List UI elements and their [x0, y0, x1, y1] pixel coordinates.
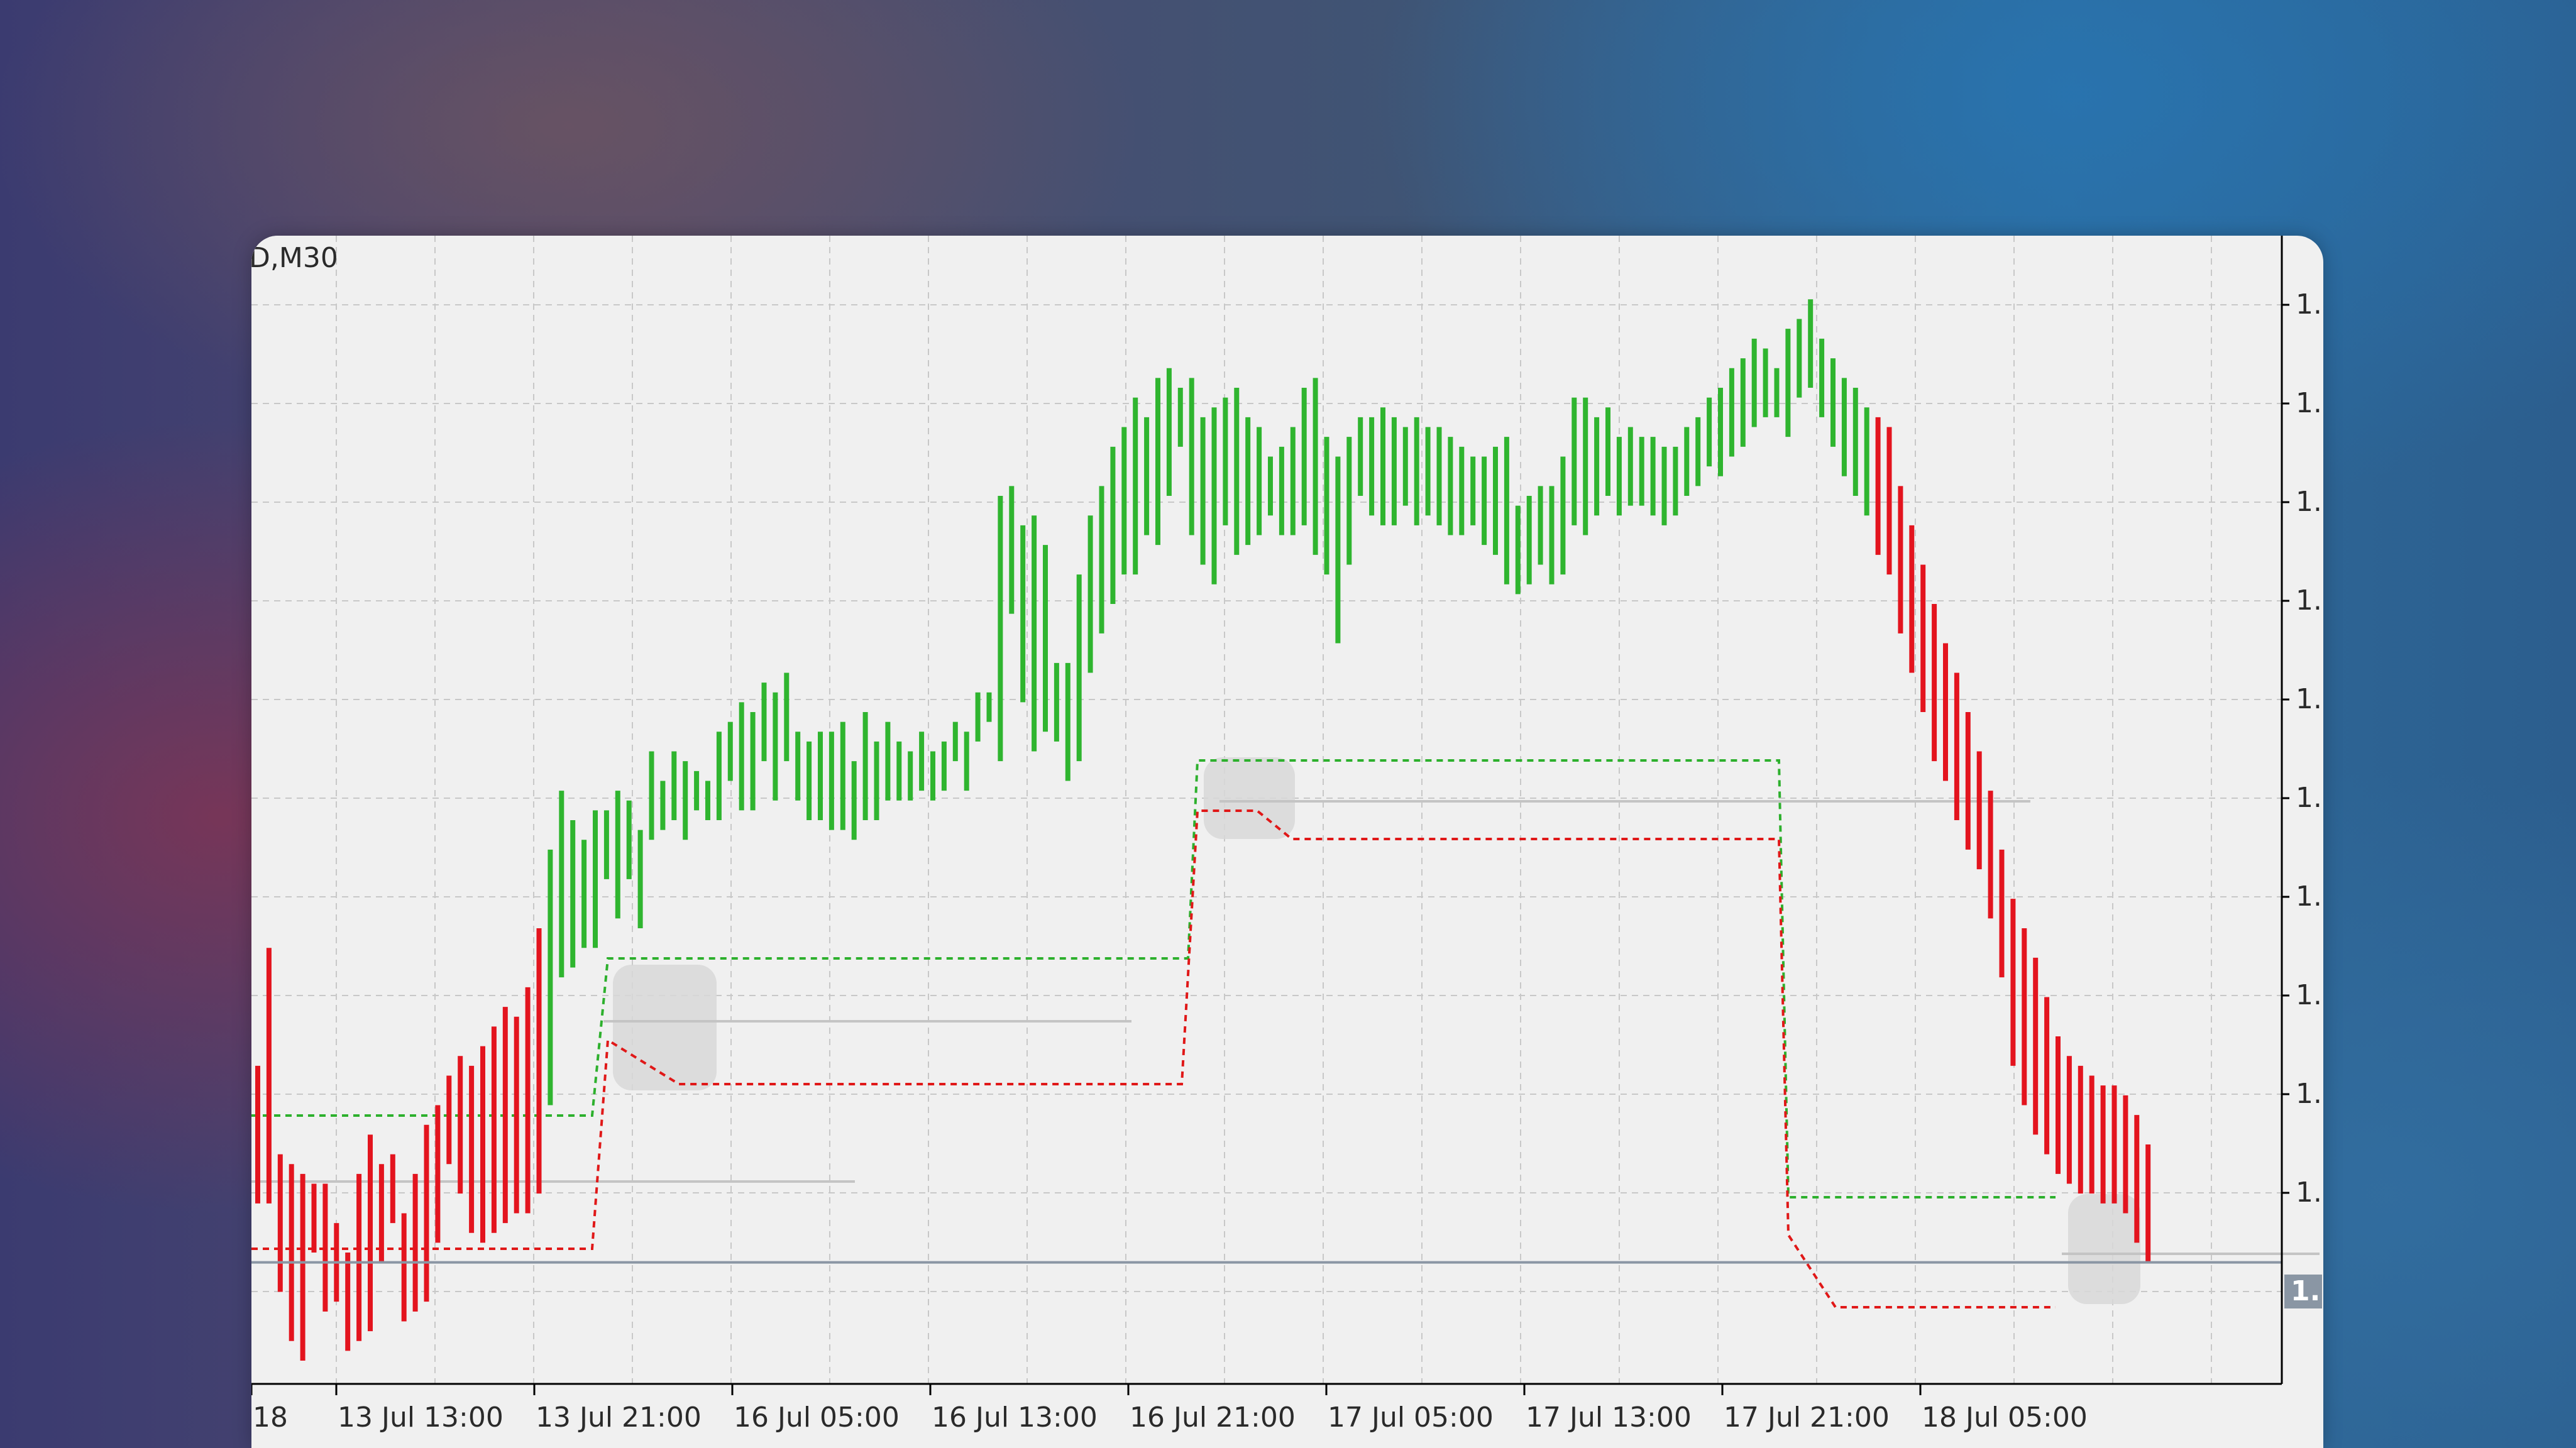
y-tick-label: 1. — [2296, 683, 2322, 715]
y-tick-label: 1. — [2296, 288, 2322, 321]
y-axis-ticks: 1. 1. 1. 1. 1. 1. 1. 1. 1. 1. — [2282, 288, 2322, 1209]
lower-breakout-level — [251, 809, 2056, 1308]
y-tick-label: 1. — [2296, 979, 2322, 1011]
price-bars — [255, 299, 2151, 1361]
x-tick-label: 17 Jul 05:00 — [1328, 1401, 1494, 1434]
current-price-tag: 1. — [2284, 1275, 2322, 1308]
x-tick-label: 18 — [253, 1401, 288, 1434]
consolidation-zone — [2068, 1194, 2140, 1304]
x-tick-label: 13 Jul 13:00 — [338, 1401, 504, 1434]
consolidation-zones — [251, 757, 2320, 1304]
x-tick-label: 16 Jul 13:00 — [932, 1401, 1098, 1434]
x-tick-label: 16 Jul 21:00 — [1130, 1401, 1296, 1434]
breakout-levels — [251, 759, 2056, 1308]
y-tick-label: 1. — [2296, 486, 2322, 518]
ohlc-chart[interactable]: 1. 1. 1. 1. 1. 1. 1. 1. 1. 1. 18 13 Jul 13:00 13 Ju… — [251, 236, 2323, 1448]
y-tick-label: 1. — [2296, 584, 2322, 617]
consolidation-zone — [1204, 757, 1295, 839]
y-tick-label: 1. — [2296, 1078, 2322, 1110]
consolidation-zone — [613, 965, 717, 1090]
x-tick-label: 13 Jul 21:00 — [536, 1401, 702, 1434]
x-tick-label: 18 Jul 05:00 — [1922, 1401, 2088, 1434]
grid — [251, 236, 2282, 1384]
x-tick-label: 17 Jul 13:00 — [1526, 1401, 1692, 1434]
y-tick-label: 1. — [2296, 387, 2322, 419]
chart-window[interactable]: 1. 1. 1. 1. 1. 1. 1. 1. 1. 1. 18 13 Jul 13:00 13 Ju… — [251, 236, 2323, 1448]
y-tick-label: 1. — [2296, 782, 2322, 814]
y-tick-label: 1. — [2296, 880, 2322, 913]
x-axis-ticks: 18 13 Jul 13:00 13 Jul 21:00 16 Jul 05:00 16… — [251, 1384, 2088, 1434]
symbol-timeframe-label: D,M30 — [251, 242, 338, 274]
y-tick-label: 1. — [2296, 1176, 2322, 1209]
x-tick-label: 16 Jul 05:00 — [734, 1401, 900, 1434]
x-tick-label: 17 Jul 21:00 — [1724, 1401, 1890, 1434]
current-price-label: 1. — [2291, 1275, 2320, 1307]
